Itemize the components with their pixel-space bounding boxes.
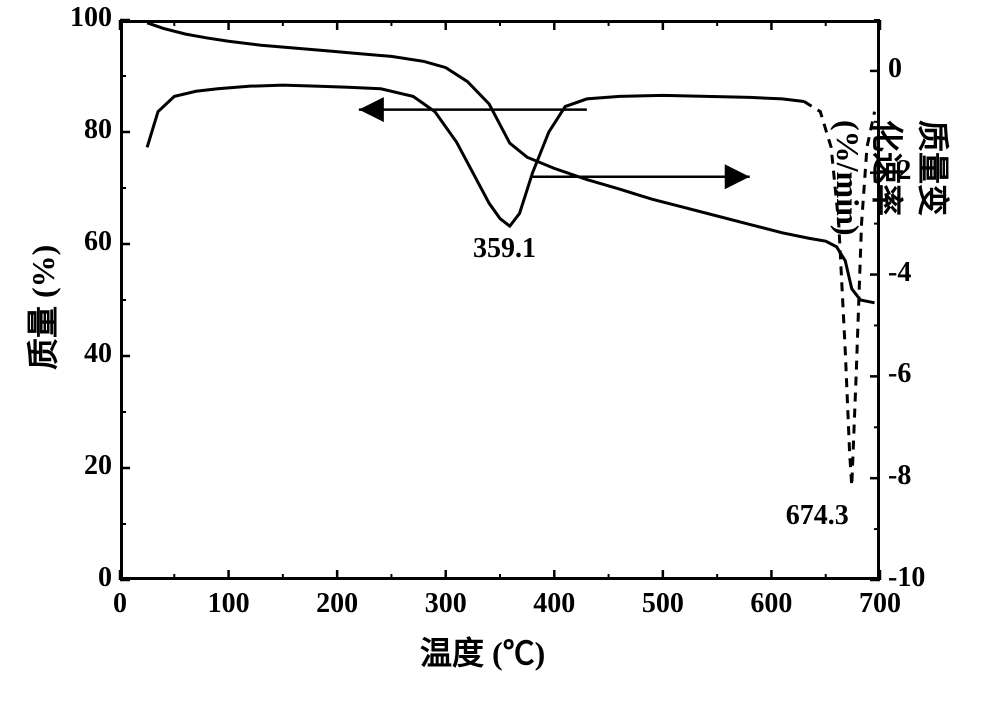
y-right-tick-label: 0 bbox=[888, 53, 902, 85]
x-axis-label: 温度 (℃) bbox=[420, 628, 545, 674]
y-left-tick-label: 80 bbox=[84, 114, 112, 146]
y-left-tick-label: 0 bbox=[98, 562, 112, 594]
x-tick-label: 300 bbox=[421, 588, 471, 620]
chart-svg bbox=[0, 0, 1000, 704]
annotation-label: 674.3 bbox=[786, 500, 849, 532]
x-tick-label: 100 bbox=[204, 588, 254, 620]
y-left-tick-label: 20 bbox=[84, 450, 112, 482]
x-tick-label: 500 bbox=[638, 588, 688, 620]
y-right-tick-label: -6 bbox=[888, 358, 911, 390]
x-tick-label: 600 bbox=[746, 588, 796, 620]
x-tick-label: 200 bbox=[312, 588, 362, 620]
x-tick-label: 400 bbox=[529, 588, 579, 620]
y-left-tick-label: 40 bbox=[84, 338, 112, 370]
y-axis-left-label: 质量 (%) bbox=[18, 245, 64, 370]
y-right-tick-label: -4 bbox=[888, 257, 911, 289]
chart-container: 温度 (℃) 质量 (%) 质量变化速率 (%/min) 01002003004… bbox=[0, 0, 1000, 704]
y-left-tick-label: 100 bbox=[70, 2, 112, 34]
y-left-tick-label: 60 bbox=[84, 226, 112, 258]
y-right-tick-label: -2 bbox=[888, 155, 911, 187]
annotation-label: 359.1 bbox=[473, 233, 536, 265]
y-right-tick-label: -10 bbox=[888, 562, 925, 594]
y-right-tick-label: -8 bbox=[888, 460, 911, 492]
